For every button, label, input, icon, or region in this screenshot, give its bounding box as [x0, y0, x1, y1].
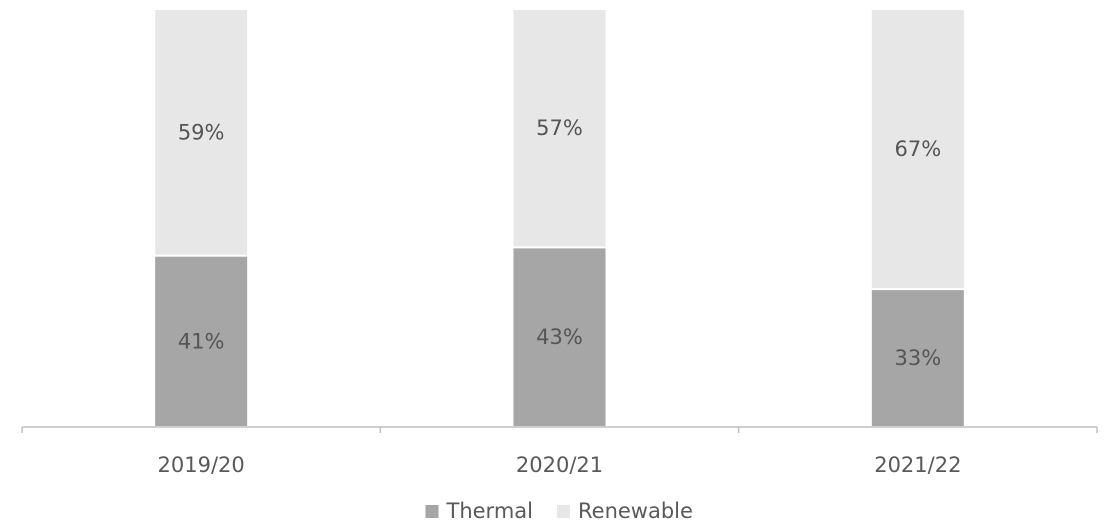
legend-swatch-renewable: [557, 505, 570, 518]
legend-label-thermal: Thermal: [446, 499, 533, 523]
x-tick-labels: 2019/20 2020/21 2021/22: [158, 453, 962, 477]
x-tick-label: 2020/21: [516, 453, 603, 477]
data-label-renewable: 59%: [178, 120, 225, 144]
x-axis: [21, 426, 1098, 433]
legend: Thermal Renewable: [425, 499, 693, 523]
legend-label-renewable: Renewable: [578, 499, 693, 523]
data-label-thermal: 33%: [894, 346, 941, 370]
bar-thermal: [153, 254, 250, 428]
data-label-renewable: 67%: [894, 137, 941, 161]
x-tick-label: 2021/22: [874, 453, 961, 477]
bars-group: 41% 59% 43% 57% 33% 67%: [153, 8, 966, 428]
bar-renewable: [869, 8, 966, 291]
bar-renewable: [511, 8, 608, 249]
data-label-thermal: 41%: [178, 329, 225, 353]
x-tick-label: 2019/20: [158, 453, 245, 477]
bar-renewable: [153, 8, 250, 257]
data-label-renewable: 57%: [536, 116, 583, 140]
data-label-thermal: 43%: [536, 325, 583, 349]
legend-swatch-thermal: [425, 505, 439, 518]
